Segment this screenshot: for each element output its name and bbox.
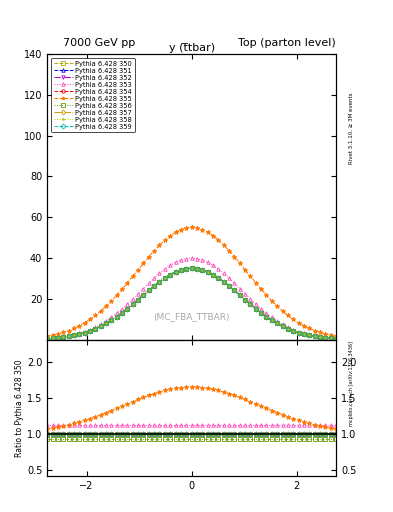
Y-axis label: Ratio to Pythia 6.428 350: Ratio to Pythia 6.428 350 — [15, 359, 24, 457]
Text: mcplots.cern.ch [arXiv:1306.3436]: mcplots.cern.ch [arXiv:1306.3436] — [349, 342, 354, 426]
Text: (MC_FBA_TTBAR): (MC_FBA_TTBAR) — [153, 312, 230, 322]
Title: y (t̅tbar): y (t̅tbar) — [169, 43, 215, 53]
Legend: Pythia 6.428 350, Pythia 6.428 351, Pythia 6.428 352, Pythia 6.428 353, Pythia 6: Pythia 6.428 350, Pythia 6.428 351, Pyth… — [51, 58, 135, 132]
Text: Top (parton level): Top (parton level) — [238, 38, 336, 49]
Text: Rivet 3.1.10, ≥ 3M events: Rivet 3.1.10, ≥ 3M events — [349, 92, 354, 164]
Text: 7000 GeV pp: 7000 GeV pp — [63, 38, 135, 49]
